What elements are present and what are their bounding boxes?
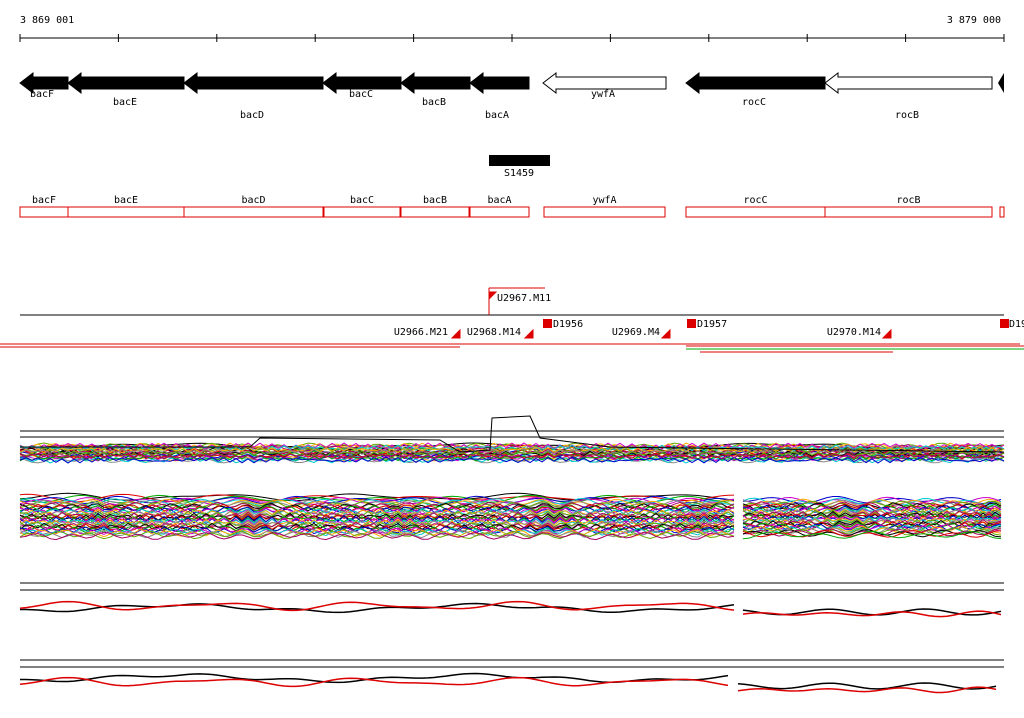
expression-line: [19, 499, 735, 509]
expression-line: [742, 508, 1002, 517]
expression-line: [742, 517, 1002, 526]
expression-line: [19, 600, 735, 612]
feature-label: U2969.M4: [612, 327, 660, 338]
region-label: rocB: [896, 195, 920, 206]
expression-line: [742, 499, 1002, 508]
region-box: [469, 206, 530, 218]
element-box: [489, 155, 550, 166]
expression-line: [20, 415, 1005, 453]
expression-line: [19, 518, 735, 528]
expression-line: [19, 509, 735, 519]
gene-label: bacE: [113, 97, 137, 108]
region-label: rocC: [743, 195, 767, 206]
expression-line: [19, 676, 729, 688]
region-label: bacC: [350, 195, 374, 206]
expression-line: [742, 514, 1002, 524]
feature-marker: [543, 319, 552, 328]
expression-line: [19, 452, 1005, 460]
feature-marker: [881, 328, 892, 339]
gene-arrow: [183, 71, 324, 95]
region-box: [685, 206, 826, 218]
expression-line: [19, 456, 1005, 464]
gene-label: ywfA: [591, 89, 615, 100]
region-box: [19, 206, 69, 218]
gene-arrow: [542, 71, 667, 95]
expression-line: [742, 530, 1002, 538]
feature-marker: [1000, 319, 1009, 328]
gene-label: bacA: [485, 110, 509, 121]
region-label: bacF: [32, 195, 56, 206]
expression-line: [19, 504, 735, 514]
gene-label: bacB: [422, 97, 446, 108]
expression-line: [19, 515, 735, 525]
expression-line: [19, 531, 735, 541]
feature-marker: [488, 287, 545, 315]
expression-line: [742, 515, 1002, 524]
expression-line: [742, 529, 1002, 538]
expression-line: [737, 686, 997, 694]
feature-label: U2967.M11: [497, 293, 551, 304]
expression-line: [19, 520, 735, 530]
gene-arrow: [67, 71, 185, 95]
gene-arrow: [998, 73, 1004, 93]
region-box: [323, 206, 401, 218]
feature-label: U2966.M21: [394, 327, 448, 338]
expression-line: [742, 513, 1002, 522]
expression-line: [742, 530, 1002, 540]
region-label: bacB: [423, 195, 447, 206]
gene-label: bacC: [349, 89, 373, 100]
element-label: S1459: [504, 168, 534, 179]
region-box: [67, 206, 185, 218]
feature-label: U2968.M14: [467, 327, 521, 338]
expression-line: [20, 602, 735, 614]
expression-line: [742, 610, 1002, 618]
region-label: bacE: [114, 195, 138, 206]
feature-marker: [687, 319, 696, 328]
gene-label: bacD: [240, 110, 264, 121]
expression-line: [742, 510, 1002, 519]
region-box: [400, 206, 470, 218]
expression-tracks: [19, 415, 1005, 694]
feature-marker: [660, 328, 671, 339]
gene-label: rocC: [742, 97, 766, 108]
region-box: [824, 206, 993, 218]
expression-line: [737, 682, 997, 690]
expression-line: [19, 512, 735, 522]
expression-line: [19, 444, 1005, 452]
expression-line: [19, 523, 735, 533]
expression-line: [19, 530, 735, 540]
region-label: bacA: [487, 195, 511, 206]
feature-marker: [523, 328, 534, 339]
feature-label: D1956: [553, 319, 583, 330]
region-box: [543, 206, 666, 218]
gene-arrow: [685, 71, 826, 95]
ruler-end: 3 879 000: [947, 15, 1001, 26]
feature-label: U2970.M14: [827, 327, 881, 338]
region-box: [183, 206, 324, 218]
feature-marker: [450, 328, 461, 339]
gene-arrow: [400, 71, 471, 95]
feature-label: D1957: [697, 319, 727, 330]
expression-line: [742, 500, 1002, 509]
gene-arrow: [824, 71, 993, 95]
feature-label: D19: [1009, 319, 1024, 330]
ruler-start: 3 869 001: [20, 15, 74, 26]
expression-line: [19, 448, 1005, 456]
expression-line: [19, 528, 735, 538]
expression-line: [19, 493, 735, 503]
gene-label: rocB: [895, 110, 919, 121]
region-box: [999, 206, 1005, 218]
expression-line: [19, 446, 1005, 454]
region-label: bacD: [241, 195, 265, 206]
region-label: ywfA: [592, 195, 616, 206]
gene-arrow: [469, 71, 530, 95]
expression-line: [742, 498, 1002, 507]
gene-label: bacF: [30, 89, 54, 100]
